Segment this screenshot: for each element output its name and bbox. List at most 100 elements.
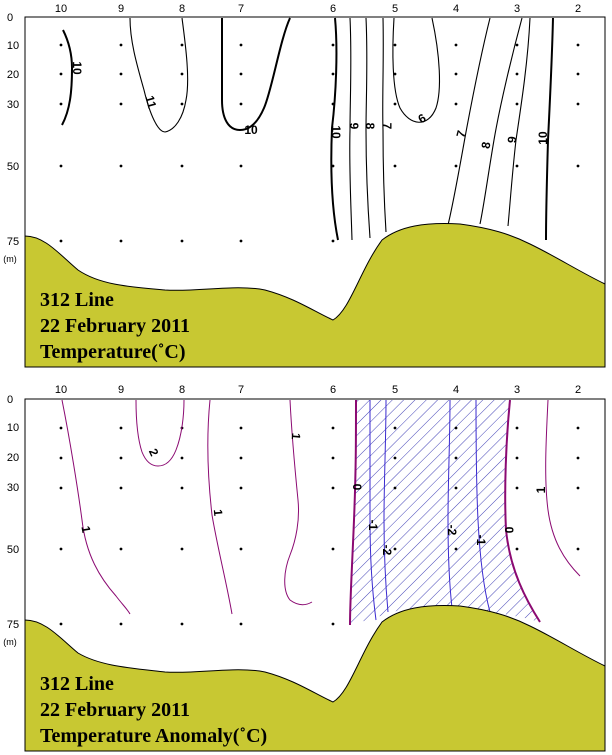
station-dot bbox=[239, 426, 243, 430]
y-tick: 75 bbox=[7, 619, 19, 631]
x-tick: 3 bbox=[514, 3, 520, 15]
station-dot bbox=[180, 72, 184, 76]
title-line: Temperature(˚C) bbox=[40, 341, 186, 363]
panel-title: 312 Line 22 February 2011 Temperature(˚C… bbox=[40, 289, 190, 363]
contour-label: 10 bbox=[70, 61, 84, 75]
station-dot bbox=[239, 547, 243, 551]
station-dot bbox=[119, 72, 123, 76]
station-dot bbox=[454, 547, 458, 551]
x-tick: 4 bbox=[453, 384, 459, 396]
station-dot bbox=[59, 547, 63, 551]
contour-lines bbox=[61, 399, 581, 626]
y-tick: 10 bbox=[7, 40, 19, 52]
station-dot bbox=[59, 456, 63, 460]
station-dots bbox=[59, 426, 580, 626]
station-dot bbox=[331, 426, 335, 430]
station-dot bbox=[393, 486, 397, 490]
station-dot bbox=[454, 486, 458, 490]
x-axis-ticks: 10 9 8 7 6 5 4 3 2 bbox=[55, 3, 581, 15]
station-dot bbox=[393, 102, 397, 106]
contour-line bbox=[207, 399, 233, 615]
station-dot bbox=[119, 486, 123, 490]
y-axis-ticks: 0 10 20 30 50 75 (m) bbox=[3, 12, 19, 264]
station-dots bbox=[59, 43, 580, 243]
station-dot bbox=[180, 102, 184, 106]
x-tick: 5 bbox=[392, 384, 398, 396]
contour-line bbox=[545, 17, 554, 241]
station-dot bbox=[59, 239, 63, 243]
contour-label: -1 bbox=[474, 535, 488, 546]
station-dot bbox=[119, 164, 123, 168]
contour-label: -2 bbox=[445, 525, 459, 536]
station-dot bbox=[119, 102, 123, 106]
x-tick: 2 bbox=[575, 3, 581, 15]
station-dot bbox=[515, 456, 519, 460]
contour-label: 1 bbox=[289, 432, 304, 440]
station-dot bbox=[119, 239, 123, 243]
y-tick: 30 bbox=[7, 482, 19, 494]
contour-line bbox=[369, 399, 377, 621]
station-dot bbox=[454, 102, 458, 106]
title-line: Temperature Anomaly(˚C) bbox=[40, 725, 267, 747]
x-tick: 3 bbox=[514, 384, 520, 396]
title-line: 312 Line bbox=[40, 289, 114, 311]
x-tick: 8 bbox=[179, 384, 185, 396]
contour-label: 1 bbox=[78, 525, 93, 534]
x-tick: 10 bbox=[55, 3, 67, 15]
station-dot bbox=[576, 72, 580, 76]
station-dot bbox=[393, 43, 397, 47]
anomaly-panel: 10 9 8 7 6 5 4 3 2 0 10 20 30 50 75 (m) bbox=[3, 384, 606, 752]
y-unit-label: (m) bbox=[3, 254, 17, 264]
station-dot bbox=[515, 547, 519, 551]
contour-line bbox=[479, 17, 523, 225]
station-dot bbox=[119, 547, 123, 551]
contour-line bbox=[129, 17, 189, 133]
station-dot bbox=[576, 456, 580, 460]
x-tick: 4 bbox=[453, 3, 459, 15]
station-dot bbox=[576, 43, 580, 47]
contour-label: 1 bbox=[534, 486, 548, 493]
x-tick: 9 bbox=[118, 3, 124, 15]
seafloor bbox=[24, 605, 606, 752]
station-dot bbox=[180, 547, 184, 551]
contour-label: 8 bbox=[363, 123, 377, 130]
station-dot bbox=[576, 426, 580, 430]
station-dot bbox=[59, 102, 63, 106]
y-unit-label: (m) bbox=[3, 637, 17, 647]
y-tick: 50 bbox=[7, 544, 19, 556]
x-tick: 6 bbox=[330, 384, 336, 396]
station-dot bbox=[59, 43, 63, 47]
contour-label: 0 bbox=[350, 484, 364, 491]
station-dot bbox=[239, 622, 243, 626]
contour-line bbox=[447, 399, 453, 609]
station-dot bbox=[393, 72, 397, 76]
station-dot bbox=[576, 486, 580, 490]
station-dot bbox=[393, 547, 397, 551]
station-dot bbox=[239, 239, 243, 243]
station-dot bbox=[331, 547, 335, 551]
station-dot bbox=[393, 164, 397, 168]
title-line: 22 February 2011 bbox=[40, 699, 190, 721]
contour-line bbox=[349, 17, 353, 241]
contour-line bbox=[447, 17, 491, 226]
contour-label: -1 bbox=[366, 520, 380, 531]
station-dot bbox=[59, 164, 63, 168]
station-dot bbox=[576, 164, 580, 168]
station-dot bbox=[239, 72, 243, 76]
station-dot bbox=[515, 72, 519, 76]
y-tick: 10 bbox=[7, 422, 19, 434]
station-dot bbox=[239, 486, 243, 490]
contour-label: 10 bbox=[536, 131, 550, 145]
station-dot bbox=[331, 239, 335, 243]
x-tick: 2 bbox=[575, 384, 581, 396]
station-dot bbox=[576, 102, 580, 106]
contour-label: 1 bbox=[211, 509, 226, 517]
title-line: 312 Line bbox=[40, 673, 114, 695]
y-tick: 20 bbox=[7, 69, 19, 81]
station-dot bbox=[454, 426, 458, 430]
contour-line bbox=[330, 17, 339, 241]
station-dot bbox=[454, 456, 458, 460]
y-tick: 20 bbox=[7, 452, 19, 464]
station-dot bbox=[180, 456, 184, 460]
negative-anomaly-region bbox=[350, 400, 540, 625]
